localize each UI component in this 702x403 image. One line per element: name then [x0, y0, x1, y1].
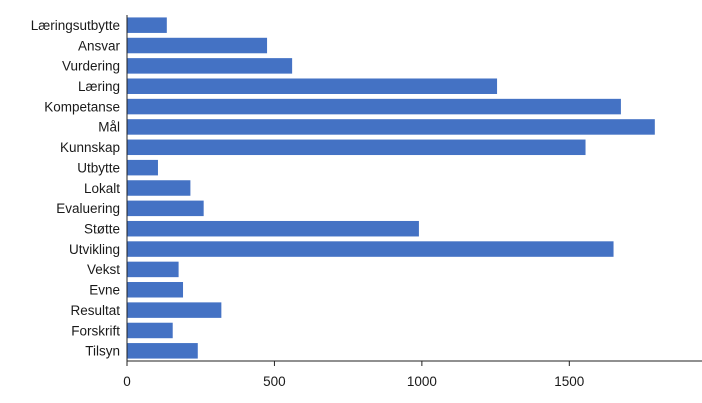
- category-label-kunnskap: Kunnskap: [60, 140, 120, 155]
- x-ticks: 0 500 1000 1500: [123, 361, 584, 389]
- x-tick-label: 0: [123, 374, 131, 389]
- category-label-laering: Læring: [78, 79, 120, 94]
- category-label-utbytte: Utbytte: [77, 160, 120, 175]
- bar-mal: [127, 119, 655, 135]
- bar-evaluering: [127, 200, 204, 217]
- bar-vekst: [127, 261, 179, 278]
- category-label-evaluering: Evaluering: [56, 201, 120, 216]
- bar-kompetanse: [127, 98, 621, 115]
- category-label-tilsyn: Tilsyn: [85, 344, 120, 359]
- x-tick-label: 1500: [554, 374, 584, 389]
- category-label-stotte: Støtte: [84, 222, 120, 237]
- bar-evne: [127, 282, 184, 298]
- bar-utbytte: [127, 159, 158, 176]
- category-label-mal: Mål: [98, 120, 120, 135]
- bar-laeringsutbytte: [127, 17, 167, 33]
- category-label-evne: Evne: [89, 283, 120, 298]
- category-label-resultat: Resultat: [70, 303, 120, 318]
- category-label-kompetanse: Kompetanse: [44, 99, 120, 114]
- bar-ansvar: [127, 37, 268, 54]
- category-labels: Læringsutbytte Ansvar Vurdering Læring Kompe…: [31, 18, 121, 359]
- bar-kunnskap: [127, 139, 586, 156]
- x-tick-label: 500: [263, 374, 286, 389]
- category-label-vurdering: Vurdering: [62, 59, 120, 74]
- bar-forskrift: [127, 322, 173, 339]
- bar-resultat: [127, 302, 222, 318]
- bar-tilsyn: [127, 343, 198, 359]
- x-tick-label: 1000: [407, 374, 437, 389]
- bars-group: [127, 17, 655, 359]
- category-label-lokalt: Lokalt: [84, 181, 120, 196]
- bar-lokalt: [127, 180, 191, 196]
- category-label-forskrift: Forskrift: [71, 323, 120, 338]
- category-label-vekst: Vekst: [87, 262, 120, 277]
- bar-utvikling: [127, 241, 614, 257]
- category-label-ansvar: Ansvar: [78, 38, 121, 53]
- category-label-utvikling: Utvikling: [69, 242, 120, 257]
- bar-vurdering: [127, 58, 293, 74]
- category-label-laeringsutbytte: Læringsutbytte: [31, 18, 120, 33]
- bar-laering: [127, 78, 498, 94]
- bar-stotte: [127, 220, 419, 237]
